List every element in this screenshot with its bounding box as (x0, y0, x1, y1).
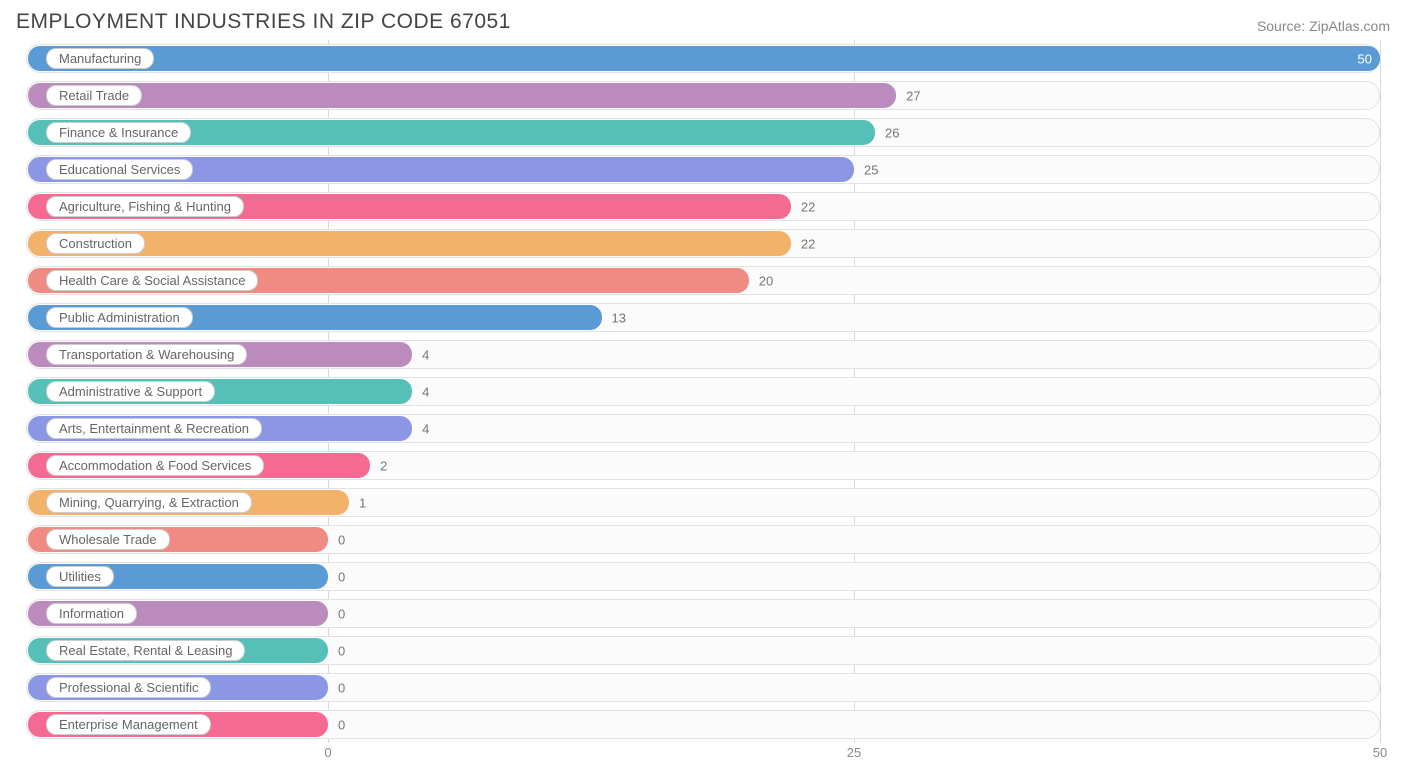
bar-row: Finance & Insurance 26 (16, 114, 1390, 151)
bar-row: Retail Trade 27 (16, 77, 1390, 114)
bar-label-pill: Retail Trade (46, 85, 142, 106)
bar-row: Enterprise Management 0 (16, 706, 1390, 743)
bar-label-pill: Utilities (46, 566, 114, 587)
bar-value-label: 0 (338, 643, 345, 658)
bar-value-label: 22 (801, 199, 815, 214)
bar-value-label: 26 (885, 125, 899, 140)
bar-value-label: 50 (1358, 51, 1372, 66)
bar-value-label: 4 (422, 384, 429, 399)
bar-row: Information 0 (16, 595, 1390, 632)
bar-row: Educational Services 25 (16, 151, 1390, 188)
bar-label-pill: Information (46, 603, 137, 624)
bar-label-pill: Construction (46, 233, 145, 254)
bar-value-label: 25 (864, 162, 878, 177)
bar-value-label: 0 (338, 569, 345, 584)
chart-title: EMPLOYMENT INDUSTRIES IN ZIP CODE 67051 (16, 10, 511, 34)
bar-value-label: 0 (338, 680, 345, 695)
bar-label-pill: Accommodation & Food Services (46, 455, 264, 476)
bar-label-pill: Mining, Quarrying, & Extraction (46, 492, 252, 513)
bar-row: Utilities 0 (16, 558, 1390, 595)
chart-header: EMPLOYMENT INDUSTRIES IN ZIP CODE 67051 … (16, 10, 1390, 34)
bar-value-label: 27 (906, 88, 920, 103)
bar-label-pill: Public Administration (46, 307, 193, 328)
bar-label-pill: Educational Services (46, 159, 193, 180)
bar-value-label: 13 (612, 310, 626, 325)
x-tick-label: 25 (847, 745, 861, 760)
bar-label-pill: Manufacturing (46, 48, 154, 69)
bar-value-label: 4 (422, 347, 429, 362)
bar-row: Professional & Scientific 0 (16, 669, 1390, 706)
x-tick-label: 50 (1373, 745, 1387, 760)
bar-value-label: 22 (801, 236, 815, 251)
bar-row: Health Care & Social Assistance 20 (16, 262, 1390, 299)
bar-value-label: 20 (759, 273, 773, 288)
bar-label-pill: Agriculture, Fishing & Hunting (46, 196, 244, 217)
bar-row: Administrative & Support 4 (16, 373, 1390, 410)
x-tick-label: 0 (324, 745, 331, 760)
bar-row: Arts, Entertainment & Recreation 4 (16, 410, 1390, 447)
bar-label-pill: Arts, Entertainment & Recreation (46, 418, 262, 439)
bar-row: Manufacturing 50 (16, 40, 1390, 77)
bar-label-pill: Professional & Scientific (46, 677, 211, 698)
chart-plot-area: Manufacturing 50 Retail Trade 27 Finance & I… (16, 40, 1390, 743)
bar-row: Public Administration 13 (16, 299, 1390, 336)
bar-label-pill: Real Estate, Rental & Leasing (46, 640, 245, 661)
bar-row: Accommodation & Food Services 2 (16, 447, 1390, 484)
bar-label-pill: Enterprise Management (46, 714, 211, 735)
bar-label-pill: Health Care & Social Assistance (46, 270, 258, 291)
chart-x-axis: 0 25 50 (16, 743, 1390, 765)
bar-label-pill: Wholesale Trade (46, 529, 170, 550)
bar-row: Transportation & Warehousing 4 (16, 336, 1390, 373)
bar-row: Mining, Quarrying, & Extraction 1 (16, 484, 1390, 521)
bar-row: Agriculture, Fishing & Hunting 22 (16, 188, 1390, 225)
bar-value-label: 4 (422, 421, 429, 436)
bar-label-pill: Administrative & Support (46, 381, 215, 402)
bar-fill (28, 46, 1380, 71)
bar-label-pill: Finance & Insurance (46, 122, 191, 143)
bar-row: Real Estate, Rental & Leasing 0 (16, 632, 1390, 669)
bar-value-label: 2 (380, 458, 387, 473)
bar-chart: Manufacturing 50 Retail Trade 27 Finance & I… (16, 40, 1390, 765)
bar-value-label: 0 (338, 532, 345, 547)
bar-value-label: 0 (338, 606, 345, 621)
bar-row: Wholesale Trade 0 (16, 521, 1390, 558)
bar-row: Construction 22 (16, 225, 1390, 262)
bar-label-pill: Transportation & Warehousing (46, 344, 247, 365)
bar-value-label: 0 (338, 717, 345, 732)
chart-source: Source: ZipAtlas.com (1257, 18, 1390, 34)
bar-value-label: 1 (359, 495, 366, 510)
bar-fill (28, 83, 896, 108)
